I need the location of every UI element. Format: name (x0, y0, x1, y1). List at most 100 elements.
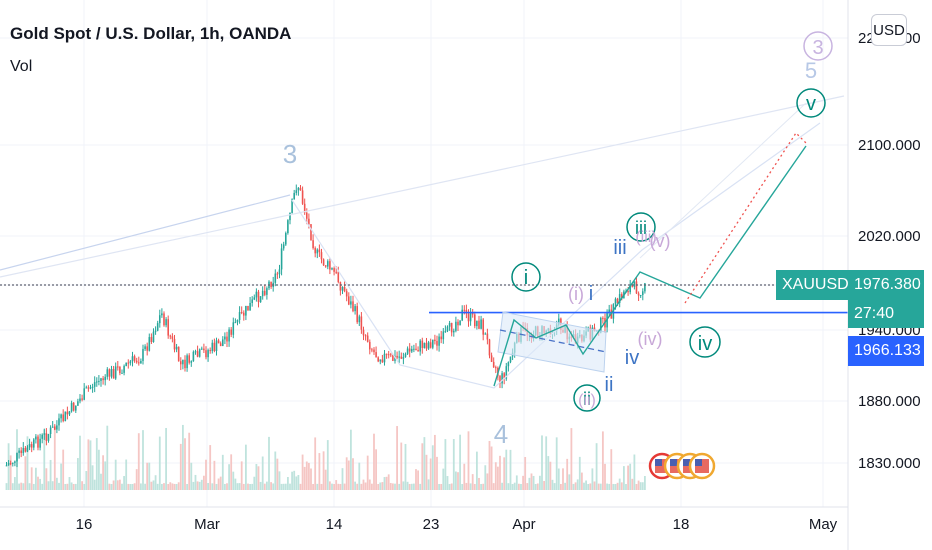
candle-body (501, 373, 503, 384)
volume-bar (333, 484, 335, 490)
volume-bar (606, 483, 608, 490)
guide-line (639, 102, 807, 259)
candle-body (482, 319, 484, 335)
volume-bar (114, 459, 117, 490)
candle-body (490, 355, 493, 362)
price-axis[interactable]: 1830.0001880.0001940.0001980.0002020.000… (858, 30, 921, 472)
candle-body (16, 452, 18, 462)
volume-bar (419, 483, 422, 490)
candle-body (457, 321, 459, 326)
volume-bar (127, 483, 130, 490)
candle-body (140, 360, 142, 364)
candle-body (459, 320, 461, 326)
candle-body (471, 312, 474, 315)
time-tick-label: Apr (512, 516, 535, 533)
volume-bar (93, 479, 96, 490)
candle-body (339, 282, 342, 291)
volume-bar (230, 454, 233, 490)
candle-body (129, 361, 132, 364)
currency-button[interactable]: USD (871, 14, 907, 46)
candle-body (599, 317, 602, 333)
volume-bar (278, 471, 281, 490)
volume-bar (377, 483, 380, 490)
volume-bar (641, 482, 644, 490)
volume-bar (562, 468, 564, 490)
minor-label-iii: iii (613, 237, 626, 259)
candle-body (448, 322, 451, 327)
candle-body (333, 268, 335, 272)
time-axis[interactable]: 16 Mar 14 23 Apr 18 May (76, 516, 838, 533)
volume-bar (356, 483, 359, 490)
candle-body (209, 350, 211, 352)
volume-bar (486, 473, 489, 490)
volume-bar (238, 483, 241, 490)
volume-bar (28, 483, 31, 490)
volume-bar (360, 483, 363, 490)
volume-bar (232, 471, 235, 490)
candle-body (224, 336, 226, 340)
volume-bar (601, 431, 604, 490)
volume-indicator-label[interactable]: Vol (10, 58, 33, 75)
candle-body (211, 342, 214, 352)
candle-body (362, 329, 365, 336)
volume-bar (417, 470, 419, 490)
candle-body (629, 285, 631, 293)
candle-body (280, 248, 283, 270)
volume-bar (463, 463, 466, 490)
minor-label-iv: iv (625, 347, 639, 369)
candle-body (24, 447, 27, 452)
candle-body (368, 341, 371, 350)
candle-body (314, 248, 316, 254)
candle-body (373, 349, 375, 353)
candle-body (358, 316, 361, 323)
volume-bar (503, 457, 506, 490)
volume-bar (499, 455, 501, 490)
volume-bar (465, 482, 468, 490)
volume-bar (440, 483, 443, 490)
candle-body (356, 306, 358, 323)
volume-bar (578, 456, 581, 490)
candle-body (133, 356, 136, 361)
candle-body (345, 291, 348, 297)
volume-bar (228, 464, 230, 490)
volume-bar (219, 476, 222, 490)
candle-body (238, 312, 241, 320)
volume-bar (129, 483, 132, 490)
price-tick-label: 1830.000 (858, 455, 921, 472)
candle-body (11, 462, 14, 464)
volume-bar (62, 449, 65, 490)
volume-bar (494, 462, 497, 490)
candle-body (98, 380, 100, 382)
volume-bar (148, 462, 151, 490)
volume-bar (282, 483, 285, 490)
candle-body (293, 192, 295, 200)
candle-body (171, 336, 174, 339)
time-tick-label: 23 (423, 516, 440, 533)
volume-bar (475, 451, 478, 490)
candle-body (392, 354, 394, 361)
candle-body (641, 291, 644, 295)
candle-body (633, 281, 636, 287)
volume-bar (370, 483, 373, 490)
wave-label-3: 3 (283, 139, 297, 169)
volume-bar (314, 437, 317, 490)
volume-bar (633, 454, 636, 490)
candle-body (253, 297, 256, 300)
time-tick-label: Mar (194, 516, 220, 533)
volume-bar (49, 459, 52, 490)
volume-bar (354, 481, 356, 490)
volume-bar (438, 483, 440, 490)
volume-bar (307, 462, 310, 490)
volume-bar (541, 435, 543, 490)
event-flag-canton (683, 459, 690, 466)
candle-body (631, 285, 634, 287)
volume-bar (179, 443, 182, 490)
candle-body (618, 294, 621, 303)
volume-bar (280, 483, 283, 490)
volume-bar (18, 483, 20, 490)
candle-body (337, 271, 340, 283)
volume-bar (545, 436, 548, 490)
candle-body (375, 352, 377, 358)
candle-body (85, 387, 88, 389)
candle-body (173, 338, 176, 350)
